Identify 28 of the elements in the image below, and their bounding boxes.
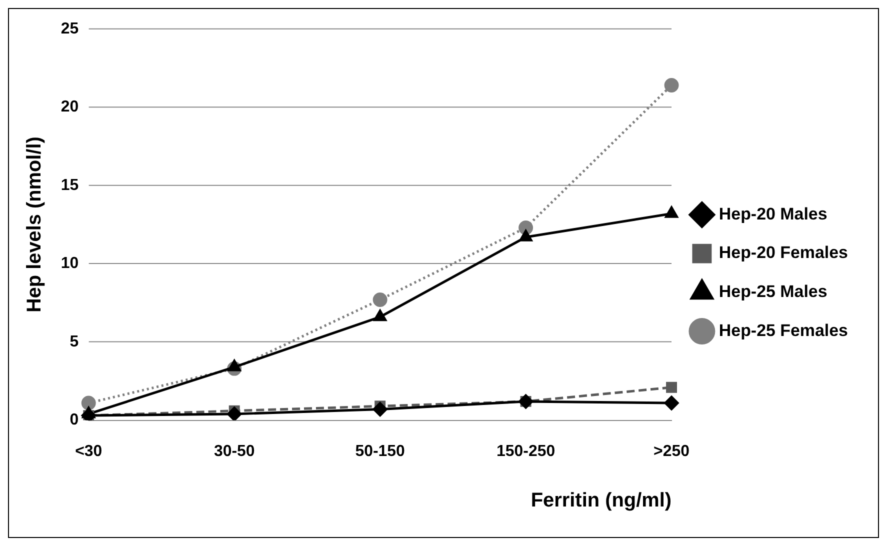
legend-label: Hep-20 Males bbox=[718, 204, 828, 224]
y-tick-label: 20 bbox=[60, 98, 79, 116]
y-tick-label: 5 bbox=[70, 333, 79, 350]
legend-label: Hep-20 Females bbox=[718, 243, 848, 262]
point bbox=[664, 78, 679, 92]
point bbox=[665, 206, 678, 218]
x-tick-label: >250 bbox=[654, 443, 690, 460]
point bbox=[228, 360, 241, 372]
x-tick-label: 50-150 bbox=[355, 443, 406, 460]
legend-label: Hep-25 Females bbox=[718, 320, 848, 340]
y-tick-label: 25 bbox=[60, 20, 79, 38]
point bbox=[519, 230, 532, 242]
legend-label: Hep-25 Males bbox=[718, 282, 828, 302]
x-tick-label: 30-50 bbox=[214, 443, 255, 460]
point bbox=[227, 406, 242, 420]
y-tick-label: 10 bbox=[60, 255, 79, 272]
point bbox=[81, 396, 96, 410]
point bbox=[372, 292, 388, 307]
x-axis-title: Ferritin (ng/ml) bbox=[530, 490, 672, 512]
point bbox=[666, 382, 677, 393]
point bbox=[664, 396, 679, 410]
y-tick-label: 15 bbox=[60, 176, 79, 194]
x-tick-label: 150-250 bbox=[496, 443, 556, 460]
x-tick-label: <30 bbox=[75, 443, 102, 460]
point bbox=[374, 310, 386, 322]
point bbox=[372, 402, 388, 417]
y-axis-title: Hep levels (nmol/l) bbox=[23, 136, 46, 313]
y-tick-label: 0 bbox=[70, 412, 79, 429]
